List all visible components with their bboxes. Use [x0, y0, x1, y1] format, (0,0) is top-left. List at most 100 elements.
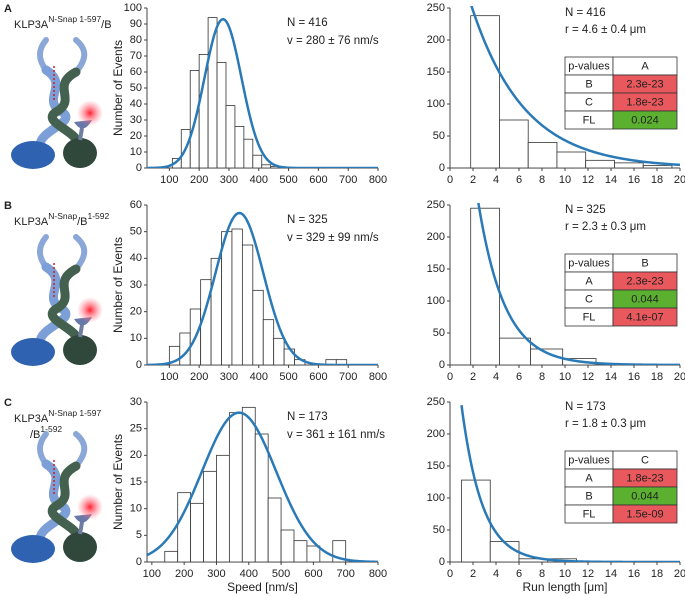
y-tick-label: 30 [130, 279, 142, 291]
bar [228, 412, 243, 563]
y-tick-label: 100 [427, 492, 445, 504]
y-tick-label: 0 [136, 162, 142, 174]
y-tick-label: 25 [130, 423, 142, 435]
x-tick-label: 12 [582, 371, 594, 383]
bar [234, 126, 245, 169]
construct-segment: N-Snap 1-597 [48, 14, 101, 24]
x-tick-label: 14 [605, 568, 617, 580]
y-tick-label: 30 [130, 114, 142, 126]
x-tick-label: 300 [220, 371, 238, 383]
y-tick-label: 40 [130, 98, 142, 110]
bar [585, 159, 615, 169]
y-tick-label: 250 [427, 199, 445, 211]
x-tick-label: 6 [516, 174, 522, 186]
annotation: v = 329 ± 99 nm/s [287, 232, 379, 244]
x-tick-label: 100 [160, 174, 178, 186]
bar [280, 529, 295, 563]
x-tick-label: 18 [651, 568, 663, 580]
x-tick-label: 800 [369, 174, 387, 186]
table-text: 0.044 [631, 293, 659, 305]
fit-curve [147, 411, 378, 562]
y-tick-label: 40 [130, 252, 142, 264]
x-tick-label: 10 [559, 174, 571, 186]
bar [556, 151, 587, 169]
table-cell [612, 307, 678, 327]
y-tick-label: 250 [427, 396, 445, 408]
y-tick-label: 0 [439, 556, 445, 568]
y-tick-label: 50 [433, 130, 445, 142]
bar [614, 162, 644, 169]
x-tick-label: 6 [516, 568, 522, 580]
y-axis-title: Number of Events [111, 434, 125, 530]
bar [241, 244, 254, 366]
y-axis-title: Number of Events [111, 40, 125, 136]
y-tick-label: 20 [130, 449, 142, 461]
bar [254, 433, 269, 563]
construct-segment: /B [77, 216, 87, 228]
construct-segment: KLP3A [14, 413, 49, 425]
y-tick-label: 200 [427, 34, 445, 46]
x-tick-label: 18 [651, 371, 663, 383]
y-tick-label: 15 [130, 476, 142, 488]
bar [470, 15, 500, 169]
x-tick-label: 400 [250, 371, 268, 383]
y-tick-label: 100 [124, 2, 142, 14]
table-text: p-values [568, 454, 610, 466]
bar [306, 545, 321, 563]
y-tick-label: 30 [130, 396, 142, 408]
schematic-c [11, 434, 103, 563]
fit-curve [470, 6, 680, 167]
x-tick-label: 400 [240, 568, 258, 580]
y-tick-label: 20 [130, 306, 142, 318]
construct-segment: N-Snap 1-597 [48, 408, 101, 418]
x-tick-label: 200 [190, 371, 208, 383]
construct-label: KLP3AN-Snap 1-597/B [14, 14, 112, 31]
bar [261, 164, 272, 169]
construct-segment: KLP3A [14, 19, 49, 31]
table-text: C [641, 454, 649, 466]
table-cell [612, 110, 678, 130]
y-tick-label: 0 [439, 359, 445, 371]
table-text: p-values [568, 257, 610, 269]
bar [530, 348, 564, 366]
table-text: p-values [568, 60, 610, 72]
annotation: r = 4.6 ± 0.4 μm [565, 24, 646, 36]
x-tick-label: 700 [339, 174, 357, 186]
table-text: A [641, 60, 649, 72]
annotation: r = 2.3 ± 0.3 μm [565, 221, 646, 233]
x-tick-label: 2 [470, 568, 476, 580]
y-tick-label: 5 [136, 529, 142, 541]
x-axis-title: Speed [nm/s] [227, 580, 298, 594]
table-text: B [585, 78, 592, 90]
bar [243, 138, 254, 169]
y-axis-title: Number of Events [111, 237, 125, 333]
x-tick-label: 10 [559, 371, 571, 383]
x-tick-label: 16 [628, 371, 640, 383]
y-tick-label: 0 [136, 359, 142, 371]
x-tick-label: 600 [304, 568, 322, 580]
construct-segment: N-Snap [48, 211, 77, 221]
table-text: 0.024 [631, 114, 659, 126]
x-tick-label: 0 [447, 174, 453, 186]
y-tick-label: 90 [130, 18, 142, 30]
bar [527, 141, 558, 169]
panel-label: A [4, 3, 12, 15]
x-tick-label: 700 [337, 568, 355, 580]
x-tick-label: 8 [539, 174, 545, 186]
table-text: B [641, 257, 648, 269]
x-tick-label: 200 [190, 174, 208, 186]
x-axis-title: Run length [μm] [523, 580, 608, 594]
y-tick-label: 60 [130, 199, 142, 211]
bar [203, 470, 217, 563]
x-tick-label: 14 [605, 371, 617, 383]
x-tick-label: 700 [339, 371, 357, 383]
table-text: 2.3e-23 [626, 275, 663, 287]
x-tick-label: 300 [207, 568, 225, 580]
fit-curve [460, 405, 680, 562]
bar [262, 319, 275, 366]
bar [241, 406, 256, 563]
x-tick-label: 12 [582, 568, 594, 580]
panel-label: C [4, 397, 12, 409]
table-text: 2.3e-23 [626, 78, 663, 90]
